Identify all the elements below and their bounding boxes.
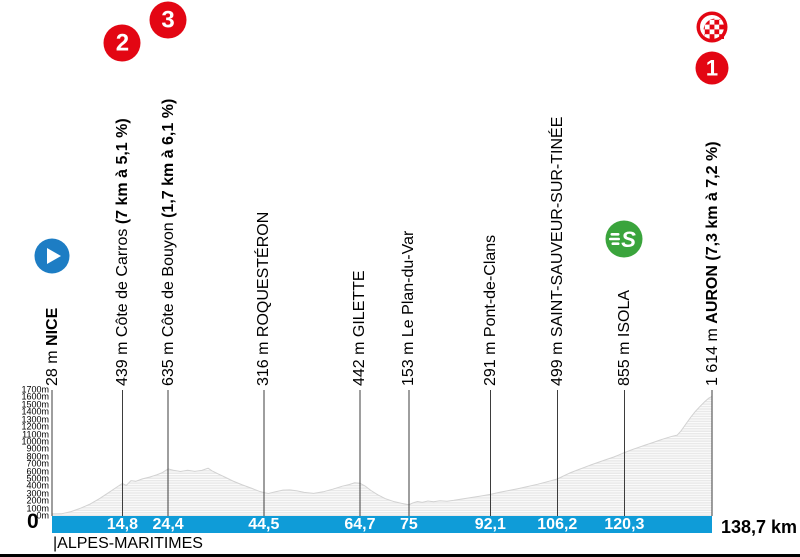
- y-axis-label: 700m: [26, 458, 49, 469]
- sprint-icon: S: [605, 220, 643, 258]
- total-distance-label: 138,7 km: [721, 517, 798, 537]
- y-axis-label: 0m: [36, 510, 49, 521]
- y-axis-label: 100m: [26, 503, 49, 514]
- waypoint-label-text: 153 m Le Plan-du-Var: [400, 230, 418, 386]
- bar-km-label: 44,5: [248, 516, 280, 533]
- elevation-outline: [51, 395, 713, 515]
- y-axis-label: 1200m: [21, 421, 49, 432]
- waypoint-lines: [51, 390, 713, 516]
- waypoint-label-text: 442 m GILETTE: [351, 270, 369, 386]
- waypoint-label: 442 m GILETTE: [351, 270, 368, 386]
- y-axis-label: 1000m: [21, 436, 49, 447]
- category-2-badge: 2: [103, 24, 141, 62]
- y-axis-label: 800m: [26, 451, 49, 462]
- waypoint-label: 28 m NICE: [44, 308, 61, 386]
- distance-bar: 14,8 24,4 44,5 64,7 75 92,1 106,2 120,3: [52, 516, 712, 533]
- bar-km-label: 120,3: [604, 516, 645, 533]
- bar-km-label: 92,1: [474, 516, 506, 533]
- waypoint-label-text: 316 m ROQUESTÉRON: [255, 211, 273, 386]
- waypoint-label-text: 1 614 m: [703, 323, 721, 386]
- waypoint-label: 635 m Côte de Bouyon (1,7 km à 6,1 %): [160, 99, 177, 386]
- waypoint-label-text: 291 m Pont-de-Clans: [481, 234, 499, 386]
- waypoint-label-text: 855 m ISOLA: [615, 289, 633, 386]
- finish-icon: [696, 11, 728, 43]
- bar-km-label: 64,7: [344, 516, 376, 533]
- waypoint-label-text: 499 m SAINT-SAUVEUR-SUR-TINÉE: [548, 116, 566, 386]
- bar-km-label: 14,8: [106, 516, 138, 533]
- y-axis-label: 300m: [26, 488, 49, 499]
- bottom-border: [0, 554, 800, 557]
- waypoint-label-bold: (7 km à 5,1 %): [113, 118, 131, 225]
- waypoint-label-text: 635 m Côte de Bouyon: [159, 217, 177, 386]
- waypoint-label-bold: (1,7 km à 6,1 %): [159, 98, 177, 218]
- y-axis-label: 500m: [26, 473, 49, 484]
- y-axis-label: 1700m: [21, 384, 49, 395]
- waypoint-label: 316 m ROQUESTÉRON: [255, 212, 272, 386]
- waypoint-label-bold: NICE: [43, 307, 61, 346]
- waypoint-label-bold: AURON (7,3 km à 7,2 %): [703, 141, 721, 324]
- y-axis-label: 600m: [26, 466, 49, 476]
- waypoint-label: 439 m Côte de Carros (7 km à 5,1 %): [114, 118, 131, 386]
- bar-km-label: 24,4: [152, 516, 184, 533]
- y-axis-label: 200m: [26, 495, 49, 506]
- y-axis-label: 1500m: [21, 399, 49, 410]
- waypoint-label: 499 m SAINT-SAUVEUR-SUR-TINÉE: [549, 117, 566, 386]
- y-axis-label: 1100m: [22, 429, 49, 439]
- category-1-badge: 1: [695, 51, 729, 85]
- department-label: |ALPES-MARITIMES: [53, 535, 203, 552]
- category-3-badge: 3: [149, 1, 187, 39]
- waypoint-label: 1 614 m AURON (7,3 km à 7,2 %): [704, 141, 721, 386]
- bar-km-label: 106,2: [537, 516, 578, 533]
- y-axis-label: 1300m: [21, 414, 49, 425]
- svg-text:S: S: [622, 227, 637, 252]
- y-axis-label: 1400m: [21, 406, 49, 417]
- y-axis-label: 1600m: [21, 391, 49, 402]
- waypoint-label-text: 439 m Côte de Carros: [113, 224, 131, 386]
- start-km-label: 0: [27, 510, 39, 533]
- waypoint-label-text: 28 m: [43, 345, 61, 386]
- y-axis-label: 900m: [26, 443, 49, 454]
- y-axis-label: 400m: [26, 480, 49, 491]
- start-icon: [34, 238, 70, 274]
- bar-km-label: 75: [399, 516, 418, 533]
- elevation-area: [52, 396, 712, 516]
- waypoint-label: 291 m Pont-de-Clans: [482, 235, 499, 386]
- waypoint-label: 153 m Le Plan-du-Var: [400, 231, 417, 386]
- waypoint-label: 855 m ISOLA: [616, 290, 633, 386]
